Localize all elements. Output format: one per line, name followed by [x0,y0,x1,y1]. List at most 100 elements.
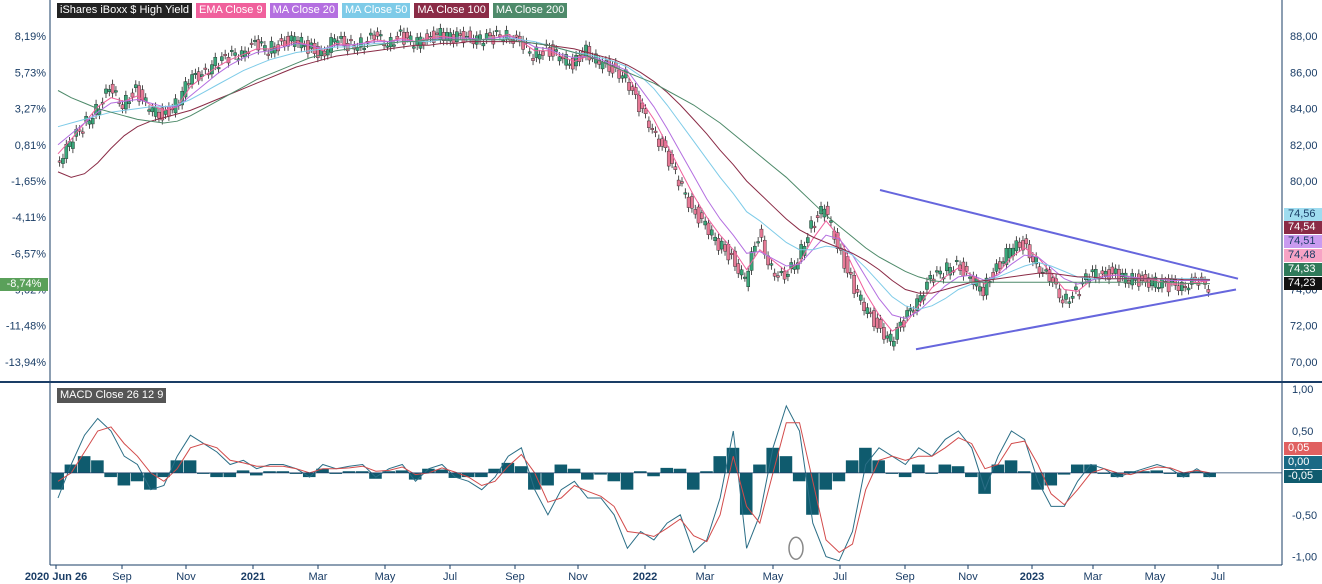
macd-histogram-bar [408,472,422,480]
macd-histogram-bar [912,464,925,473]
candle-body [610,65,615,74]
candle-body [359,37,363,47]
candle-body [1156,287,1161,290]
candle-body [1031,256,1035,262]
candle-body [130,92,135,98]
y-left-tick: 5,73% [15,67,46,79]
macd-histogram-bar [1150,470,1163,473]
candle-body [412,46,416,49]
candle-body [1021,240,1025,251]
candle-body [1067,301,1072,304]
candle-body [1123,272,1128,284]
macd-histogram-bar [581,472,594,480]
candle-body [1064,293,1068,300]
candle-body [918,295,923,303]
lower-trendline [915,288,1237,351]
y-right-tick: 72,00 [1290,321,1318,333]
macd-histogram-bar [713,456,727,473]
legend-item: MA Close 100 [414,3,489,18]
candle-body [256,39,261,51]
y-right-tick: 84,00 [1290,104,1318,116]
legend-item: MA Close 200 [492,3,568,18]
macd-histogram-bar [342,471,356,473]
candle-body [762,239,767,255]
candle-body [461,31,466,44]
candle-body [557,56,562,62]
macd-histogram-bar [686,472,700,490]
x-tick-label: Sep [895,571,915,583]
candle-body [1077,294,1082,297]
candle-body [1017,241,1022,248]
candle-body [729,252,734,255]
candle-body [680,181,684,184]
candle-body [385,45,390,48]
macd-histogram-bar [885,472,899,474]
candle-body [994,263,999,272]
candle-body [451,34,456,44]
macd-histogram-bar [197,472,210,474]
candle-body [564,54,568,66]
candle-body [1044,269,1048,272]
candle-body [1110,266,1115,274]
y-right-tick: 70,00 [1290,357,1318,369]
macd-histogram-bar [501,462,515,473]
candle-body [657,138,661,147]
y-left-tick: 3,27% [15,104,46,116]
candle-body [484,33,489,40]
candle-body [676,179,681,187]
macd-histogram-bar [1057,472,1071,475]
candle-body [534,46,539,58]
candle-body [954,260,959,263]
macd-histogram-bar [276,471,290,473]
candle-body [709,229,714,236]
candle-body [1206,289,1211,293]
macd-histogram-bar [647,472,660,477]
ma-line [57,39,1210,285]
candle-body [1090,269,1095,273]
candle-body [388,37,393,48]
candle-body [392,44,396,47]
candle-body [531,58,535,61]
candle-body [938,270,943,275]
candle-body [193,73,198,75]
macd-histogram-bar [554,464,568,473]
macd-histogram-bar [223,472,237,478]
y-left-tick: -4,11% [12,212,46,224]
candle-body [554,49,559,52]
legend-item: EMA Close 9 [196,3,266,18]
macd-histogram-bar [422,468,435,473]
candle-body [1183,286,1187,288]
candle-body [133,84,138,88]
candle-body [858,294,863,301]
candle-body [458,33,463,36]
candle-body [114,90,118,93]
macd-histogram-bar [64,464,78,473]
y-left-tick: 8,19% [15,31,46,43]
candle-body [686,196,691,208]
candle-body [81,131,85,134]
macd-histogram-bar [1190,471,1203,473]
upper-trendline [879,189,1239,280]
candle-body [266,53,271,56]
macd-histogram-bar [236,470,250,473]
macd-badge: 0,05 [1284,442,1322,455]
macd-histogram-bar [382,471,395,473]
candle-body [124,95,128,110]
y-left-tick: -11,48% [6,321,46,333]
candle-body [829,220,833,223]
macd-histogram-bar [938,464,952,473]
candle-body [885,335,890,339]
candle-body [660,138,664,147]
macd-histogram-bar [104,472,117,478]
candle-body [514,34,519,38]
macd-y-tick: -1,00 [1292,552,1317,564]
candle-body [743,276,747,279]
candle-body [786,274,790,277]
y-left-tick: -6,57% [11,248,46,260]
macd-histogram-bar [1044,472,1058,486]
candle-body [726,244,731,261]
macd-histogram-bar [210,472,223,478]
macd-histogram-bar [448,472,462,478]
price-badge: 74,33 [1284,263,1322,276]
